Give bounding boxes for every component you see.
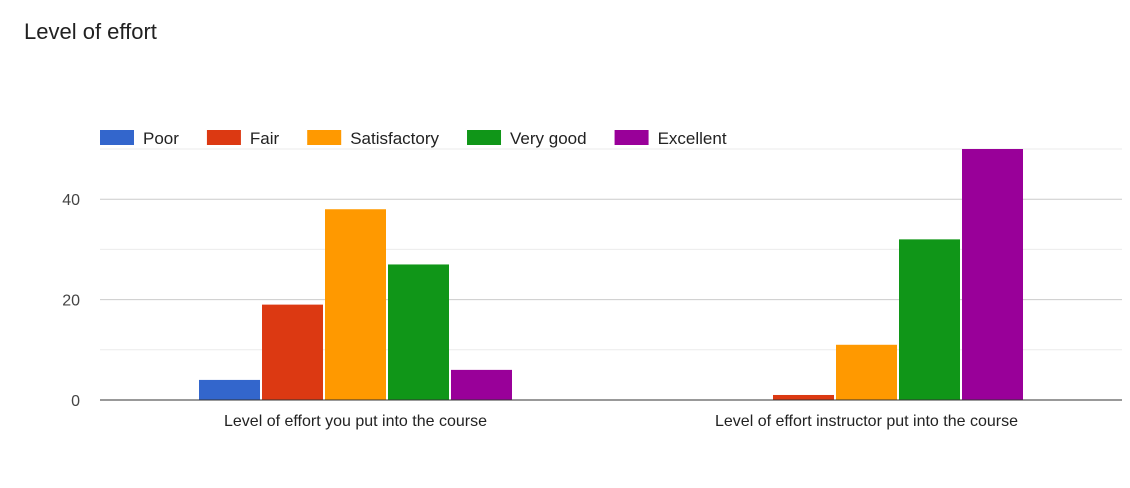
- bar-fair-0: [262, 304, 323, 400]
- legend-label: Satisfactory: [350, 129, 439, 148]
- legend-item-excellent: Excellent: [614, 129, 727, 148]
- legend-swatch: [100, 130, 134, 145]
- bar-poor-0: [199, 379, 260, 400]
- bar-very-good-1: [899, 239, 960, 400]
- legend: Poor Fair Satisfactory Very good Excellent: [100, 129, 727, 148]
- legend-label: Poor: [143, 129, 179, 148]
- bar-excellent-1: [962, 149, 1023, 400]
- bar-fair-1: [773, 394, 834, 400]
- bar-very-good-0: [388, 264, 449, 400]
- x-category-label: Level of effort instructor put into the …: [715, 413, 1018, 430]
- legend-item-very-good: Very good: [467, 129, 587, 148]
- legend-swatch: [307, 130, 342, 145]
- y-tick-label: 0: [71, 393, 80, 410]
- bar-satisfactory-1: [836, 344, 897, 400]
- legend-item-poor: Poor: [100, 129, 179, 148]
- y-tick-label: 20: [62, 293, 80, 310]
- axes: 0 20 40 Level of effort you put into the co…: [62, 192, 1122, 430]
- legend-label: Fair: [250, 129, 280, 148]
- legend-item-satisfactory: Satisfactory: [307, 129, 440, 148]
- x-category-label: Level of effort you put into the course: [224, 413, 487, 430]
- bar-excellent-0: [451, 369, 512, 400]
- bar-satisfactory-0: [325, 209, 386, 400]
- legend-swatch: [467, 130, 502, 145]
- legend-label: Excellent: [658, 129, 727, 148]
- legend-item-fair: Fair: [206, 129, 280, 148]
- bars: [199, 149, 1023, 400]
- legend-label: Very good: [510, 129, 587, 148]
- chart-title: Level of effort: [24, 19, 157, 44]
- y-tick-label: 40: [62, 192, 80, 209]
- legend-swatch: [614, 130, 649, 145]
- legend-swatch: [206, 130, 241, 145]
